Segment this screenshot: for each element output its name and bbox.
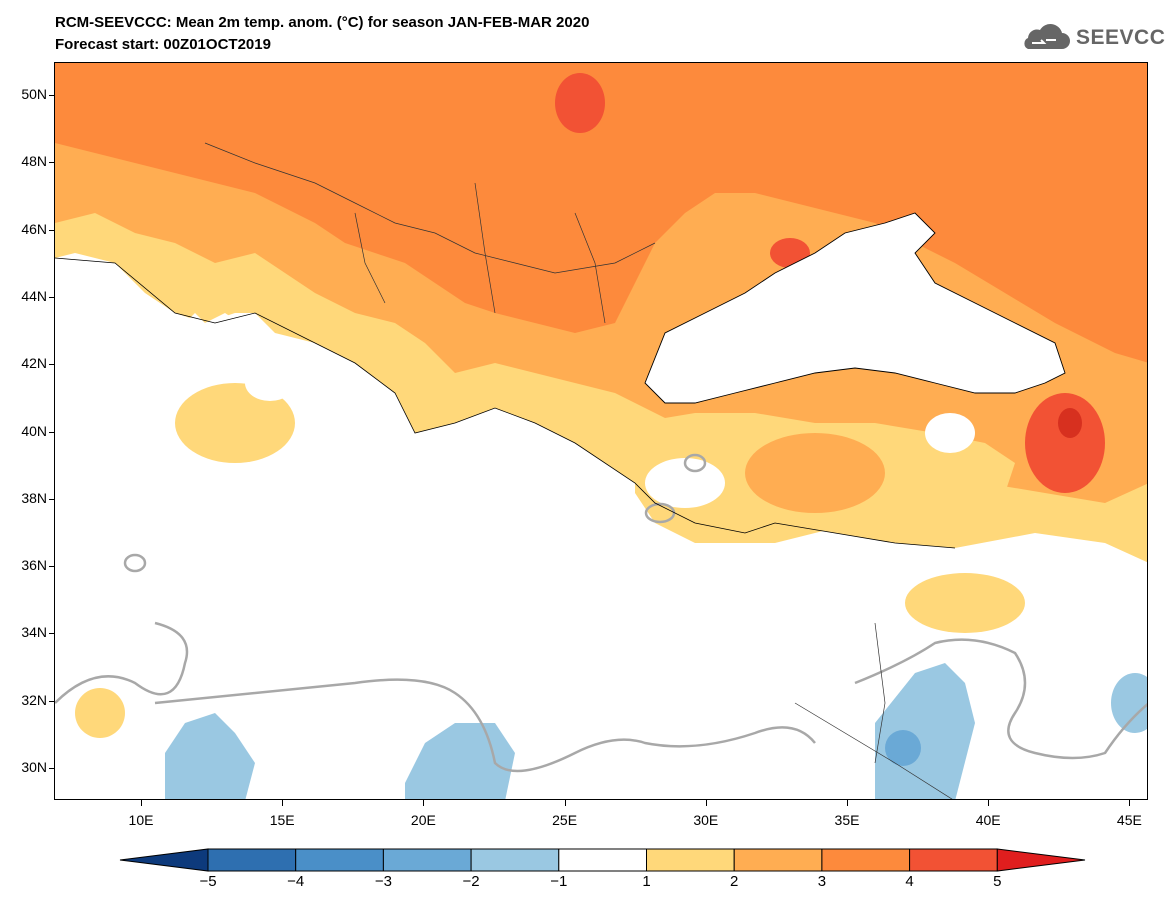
anatolia-white-1	[645, 458, 725, 508]
latitude-label: 48N	[21, 153, 47, 170]
longitude-label: 20E	[410, 812, 436, 828]
longitude-label: 15E	[269, 812, 295, 828]
latitude-label: 32N	[21, 691, 47, 708]
latitude-label: 30N	[21, 759, 47, 775]
colorbar-tick-label: −2	[462, 873, 480, 890]
negative-anomaly-5	[1111, 673, 1147, 733]
border-lines	[204, 142, 953, 799]
anatolia-mid	[745, 433, 885, 513]
italy-white	[245, 365, 295, 401]
latitude-label: 50N	[21, 86, 47, 102]
anomaly-map	[55, 63, 1147, 799]
negative-anomaly-2	[405, 723, 515, 799]
cloud-icon	[1024, 24, 1070, 49]
colorbar-bin	[996, 848, 1086, 872]
colorbar-bin	[733, 848, 823, 872]
longitude-tick	[423, 800, 425, 806]
colorbar-tick-label: 5	[993, 873, 1002, 890]
colorbar-tick-label: −5	[199, 873, 217, 890]
negative-anomaly-1	[165, 713, 255, 799]
longitude-label: 35E	[834, 812, 860, 828]
latitude-label: 36N	[21, 557, 47, 574]
anatolia-white-2	[925, 413, 975, 453]
colorbar-bin	[295, 848, 384, 872]
colorbar-tick-label: 4	[905, 873, 914, 890]
black-sea-coast	[644, 212, 1066, 404]
longitude-label: 10E	[128, 812, 154, 828]
anomaly-peak-dark	[1058, 408, 1082, 438]
latitude-tick	[49, 95, 55, 96]
latitude-tick	[49, 229, 55, 231]
libya-light-patch	[75, 688, 125, 738]
longitude-label: 25E	[552, 812, 578, 828]
longitude-tick	[564, 800, 566, 806]
latitude-tick	[49, 700, 55, 702]
anomaly-peak-east	[1025, 393, 1105, 493]
colorbar-tick-label: 3	[817, 873, 827, 890]
colorbar-bin	[470, 848, 560, 872]
syria-light-patch	[905, 573, 1025, 633]
colorbar-tick-label: −1	[550, 873, 568, 890]
zero-contour-2	[154, 678, 816, 773]
colorbar-tick-label: −3	[374, 873, 392, 890]
zero-contour-loop-1	[683, 453, 707, 473]
longitude-label: 30E	[693, 812, 719, 828]
colorbar-bin	[382, 848, 472, 872]
colorbar-bin	[207, 848, 297, 872]
italy-light	[175, 383, 295, 463]
colorbar-bin	[119, 848, 209, 872]
latitude-tick	[49, 768, 55, 769]
black-sea	[645, 213, 1065, 403]
latitude-tick	[49, 162, 55, 164]
longitude-label: 40E	[975, 812, 1001, 828]
colorbar-tick-label: −4	[287, 873, 305, 890]
latitude-tick	[49, 498, 55, 500]
longitude-tick	[847, 800, 848, 806]
longitude-tick	[705, 800, 707, 806]
colorbar-bin	[909, 848, 998, 872]
latitude-tick	[49, 633, 55, 635]
colorbar-tick-label: 2	[730, 873, 739, 890]
latitude-tick	[49, 364, 55, 366]
colorbar-tick-label: 1	[642, 873, 651, 890]
negative-anomaly-4	[885, 730, 921, 766]
latitude-tick	[49, 431, 55, 433]
logo-text: SEEVCCC	[1076, 26, 1165, 49]
map-panel	[54, 62, 1148, 800]
latitude-tick	[49, 566, 55, 568]
colorbar-bin	[646, 848, 735, 872]
longitude-tick	[1129, 800, 1131, 806]
colorbar-bin	[821, 848, 911, 872]
latitude-label: 46N	[21, 220, 47, 237]
map-title: RCM-SEEVCCC: Mean 2m temp. anom. (°C) fo…	[55, 14, 590, 31]
longitude-tick	[141, 800, 142, 806]
zero-contour-3	[854, 638, 1147, 760]
latitude-label: 40N	[21, 422, 47, 439]
forecast-start-label: Forecast start: 00Z01OCT2019	[55, 36, 271, 53]
seevccc-logo: SEEVCCC	[1018, 22, 1165, 54]
anomaly-area-high	[55, 63, 1147, 363]
latitude-tick	[49, 296, 55, 298]
latitude-label: 34N	[21, 624, 47, 641]
longitude-label: 45E	[1116, 812, 1142, 828]
coastline-sketch	[55, 257, 956, 549]
latitude-label: 38N	[21, 489, 47, 506]
latitude-label: 44N	[21, 287, 47, 304]
longitude-tick	[988, 800, 990, 806]
anomaly-peak-north	[555, 73, 605, 133]
colorbar-bin	[558, 848, 647, 872]
longitude-tick	[282, 800, 284, 806]
zero-contour-loop-2	[644, 502, 676, 524]
zero-contour-loop-3	[123, 553, 147, 573]
zero-contour-1	[55, 621, 189, 704]
latitude-label: 42N	[21, 355, 47, 372]
